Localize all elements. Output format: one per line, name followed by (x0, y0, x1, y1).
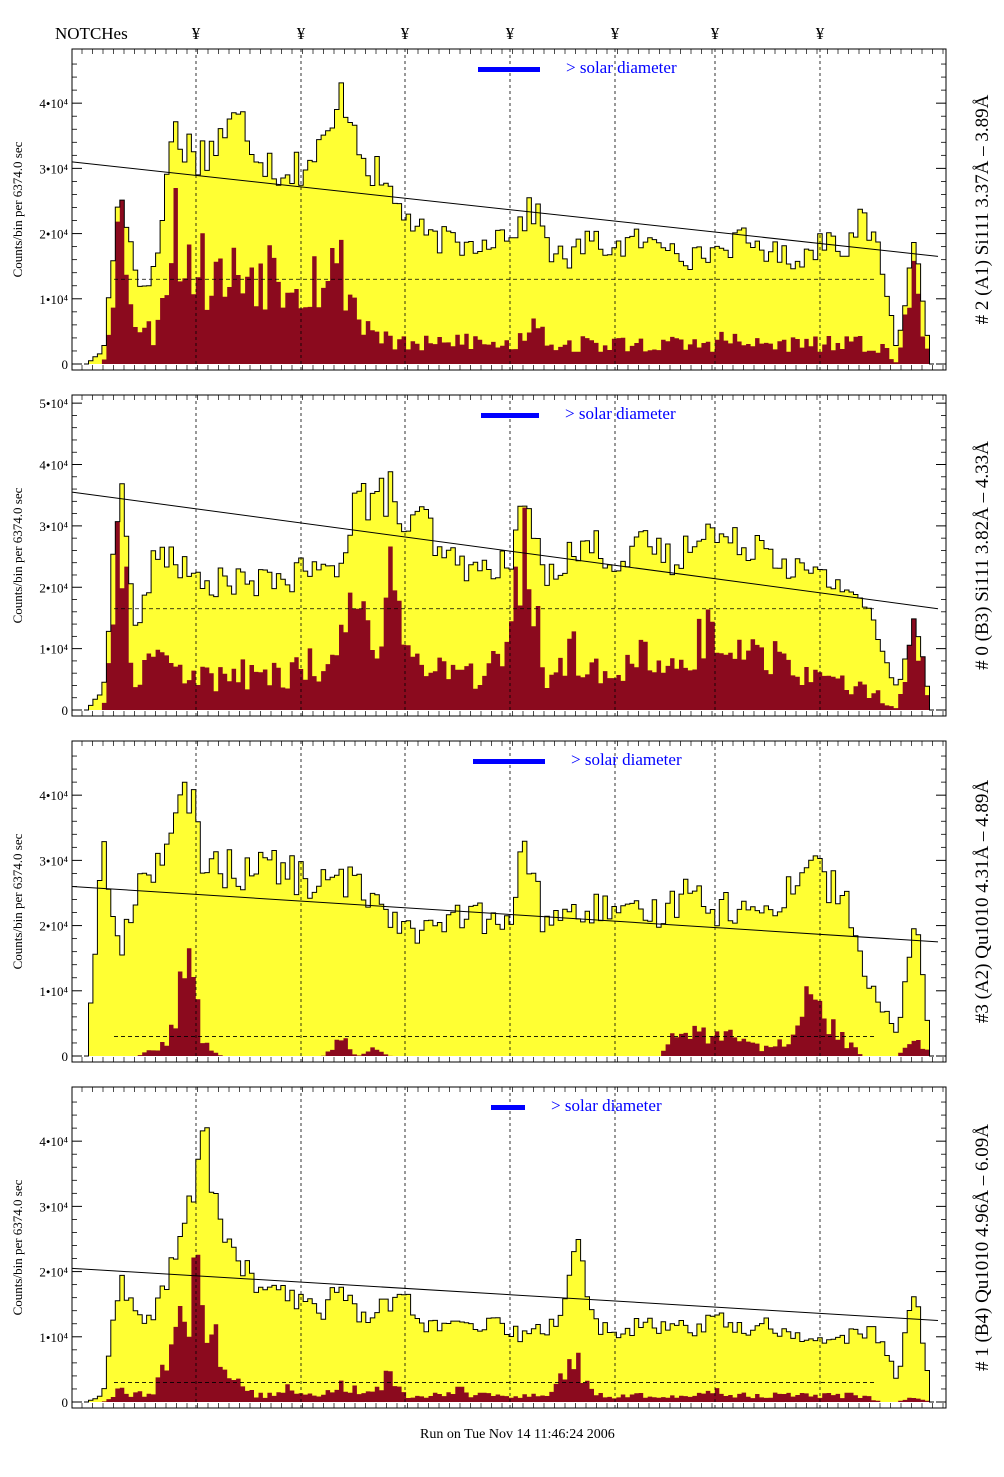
total-counts-histogram (84, 1127, 934, 1402)
legend: > solar diameter (491, 1096, 662, 1115)
legend-label: > solar diameter (571, 750, 682, 769)
trend-line (71, 161, 939, 257)
line-counts-histogram (84, 1254, 934, 1402)
y-tick-label: 2•10⁴ (39, 1265, 68, 1280)
line-counts-histogram (84, 507, 934, 710)
notch-markers: ¥ ¥ ¥ ¥ ¥ ¥ ¥ (192, 24, 825, 43)
total-counts-histogram (84, 471, 934, 710)
y-tick-label: 3•10⁴ (39, 853, 68, 868)
y-axis-label: Counts/bin per 6374.0 sec (10, 833, 25, 969)
chart-panel: 0 1•10⁴ 2•10⁴ 3•10⁴ 4•10⁴ Counts/bin per 6374… (10, 1086, 993, 1410)
y-tick-label: 0 (62, 1049, 69, 1064)
y-tick-label: 3•10⁴ (39, 161, 68, 176)
y-tick-label: 3•10⁴ (39, 1199, 68, 1214)
y-axis-label: Counts/bin per 6374.0 sec (10, 1179, 25, 1315)
y-tick-label: 4•10⁴ (39, 1134, 68, 1149)
y-tick-label: 0 (62, 357, 69, 372)
legend-label: > solar diameter (565, 404, 676, 423)
notches-label: NOTCHes (55, 24, 128, 43)
trend-line (71, 491, 939, 610)
y-axis-label: Counts/bin per 6374.0 sec (10, 141, 25, 277)
notch-symbol: ¥ (192, 24, 201, 43)
notch-symbol: ¥ (506, 24, 515, 43)
line-counts-histogram (84, 188, 934, 364)
y-tick-label: 1•10⁴ (39, 642, 68, 657)
legend: > solar diameter (473, 750, 682, 769)
panel-label: # 0 (B3) Si111 3.82Å – 4.33Å (972, 441, 993, 670)
y-tick-label: 5•10⁴ (39, 396, 68, 411)
legend-swatch (478, 67, 540, 72)
y-axis-label: Counts/bin per 6374.0 sec (10, 487, 25, 623)
y-tick-label: 1•10⁴ (39, 1330, 68, 1345)
y-tick-label: 2•10⁴ (39, 919, 68, 934)
legend-swatch (481, 413, 539, 418)
histogram-outline (84, 781, 934, 1057)
panel-label: #3 (A2) Qu1010 4.31Å – 4.89Å (972, 780, 993, 1024)
y-tick-label: 0 (62, 1395, 69, 1410)
y-tick-label: 2•10⁴ (39, 227, 68, 242)
y-tick-label: 0 (62, 703, 69, 718)
legend-label: > solar diameter (566, 58, 677, 77)
trend-line (71, 885, 939, 943)
y-tick-label: 3•10⁴ (39, 519, 68, 534)
notch-symbol: ¥ (816, 24, 825, 43)
y-tick-label: 4•10⁴ (39, 458, 68, 473)
legend: > solar diameter (481, 404, 676, 423)
trend-line (71, 1267, 939, 1321)
line-counts-histogram (84, 948, 934, 1056)
run-timestamp: Run on Tue Nov 14 11:46:24 2006 (420, 1427, 615, 1442)
y-tick-label: 4•10⁴ (39, 788, 68, 803)
y-tick-label: 1•10⁴ (39, 984, 68, 999)
notch-symbol: ¥ (611, 24, 620, 43)
histogram-outline (84, 471, 934, 711)
notch-symbol: ¥ (297, 24, 306, 43)
y-tick-label: 4•10⁴ (39, 96, 68, 111)
chart-panel: 0 1•10⁴ 2•10⁴ 3•10⁴ 4•10⁴ Counts/bin per 6374… (10, 740, 993, 1064)
panel-label: # 2 (A1) Si111 3.37Å – 3.89Å (972, 94, 993, 324)
chart-panel: 0 1•10⁴ 2•10⁴ 3•10⁴ 4•10⁴ Counts/bin per 6374… (10, 48, 993, 372)
notch-symbol: ¥ (401, 24, 410, 43)
legend-label: > solar diameter (551, 1096, 662, 1115)
legend: > solar diameter (478, 58, 677, 77)
panel-label: # 1 (B4) Qu1010 4.96Å – 6.09Å (972, 1124, 993, 1371)
chart-panels: 0 1•10⁴ 2•10⁴ 3•10⁴ 4•10⁴ Counts/bin per 6374… (10, 48, 993, 1410)
legend-swatch (473, 759, 545, 764)
y-tick-label: 1•10⁴ (39, 292, 68, 307)
histogram-outline (84, 1127, 934, 1403)
legend-swatch (491, 1105, 525, 1110)
chart-panel: 0 1•10⁴ 2•10⁴ 3•10⁴ 4•10⁴ 5•10⁴ Counts/bin per… (10, 394, 993, 718)
histogram-outline (84, 82, 934, 365)
y-tick-label: 2•10⁴ (39, 580, 68, 595)
notch-symbol: ¥ (711, 24, 720, 43)
